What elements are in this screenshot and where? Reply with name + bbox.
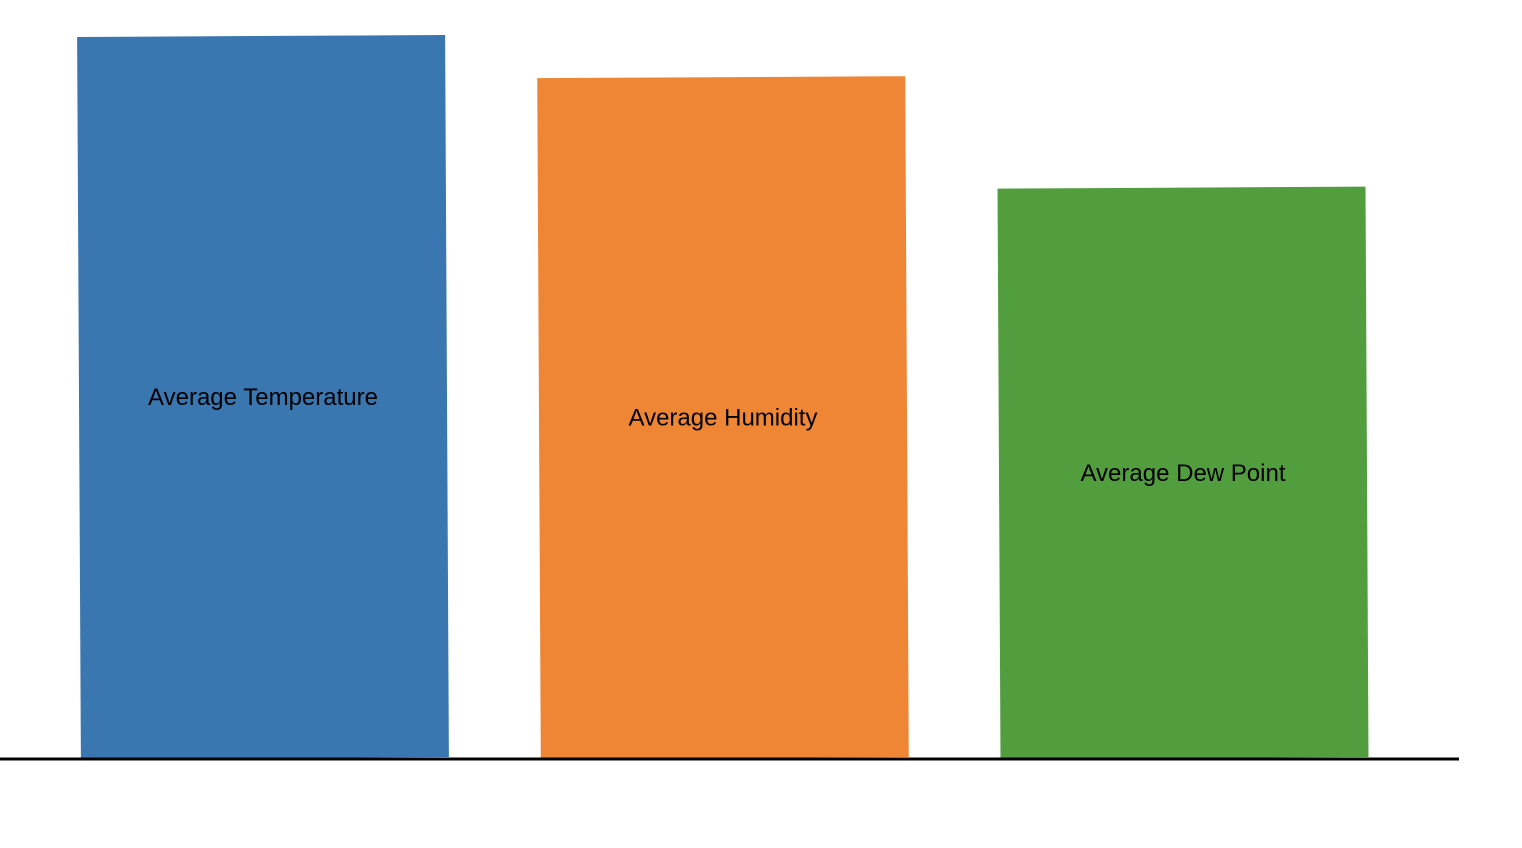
bars-group [77,35,1369,759]
bar-0 [77,35,449,759]
bar-label-2: Average Dew Point [1080,460,1285,487]
bar-label-0: Average Temperature [148,384,378,411]
bar-labels-group: Average Temperature Average Humidity Avera… [148,384,1286,487]
bar-label-1: Average Humidity [629,405,818,432]
bar-2 [997,186,1369,759]
bar-1 [537,76,909,759]
